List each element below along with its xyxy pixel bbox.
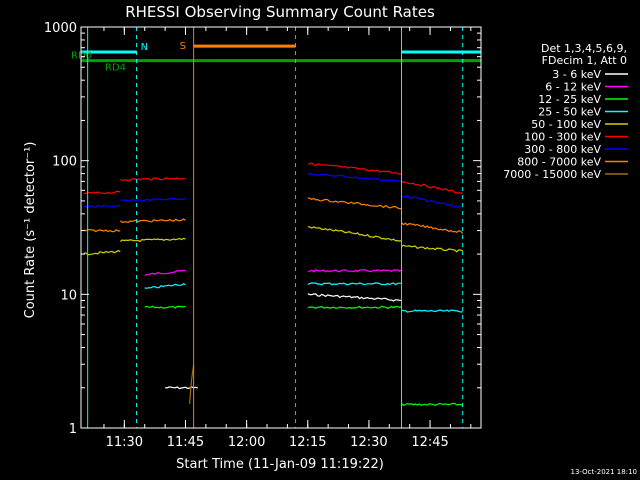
legend-entry: 6 - 12 keV bbox=[545, 81, 601, 94]
chart-title: RHESSI Observing Summary Count Rates bbox=[125, 3, 435, 21]
series-line bbox=[120, 197, 186, 203]
series-6-12-kev bbox=[144, 268, 402, 277]
y-tick-label: 1 bbox=[69, 422, 77, 437]
legend-entry: 50 - 100 keV bbox=[531, 118, 601, 131]
legend-header: Det 1,3,4,5,6,9, bbox=[541, 42, 627, 55]
series-3-6-kev bbox=[165, 293, 402, 390]
series-line bbox=[401, 194, 463, 209]
x-tick-label: 11:30 bbox=[106, 435, 143, 450]
series-line bbox=[307, 226, 402, 242]
series-line bbox=[83, 228, 121, 233]
x-tick-label: 12:15 bbox=[289, 435, 326, 450]
series-line bbox=[83, 190, 121, 195]
series-7000-15000-kev bbox=[189, 364, 195, 404]
x-axis-label: Start Time (11-Jan-09 11:19:22) bbox=[176, 457, 384, 472]
series-line bbox=[189, 364, 195, 404]
legend-entry: 800 - 7000 keV bbox=[517, 156, 601, 169]
legend-entry: 100 - 300 keV bbox=[524, 131, 601, 144]
series-line bbox=[307, 282, 402, 286]
legend-entry: 12 - 25 keV bbox=[538, 93, 601, 106]
series-line bbox=[307, 293, 402, 302]
series-line bbox=[144, 305, 186, 309]
legend-entry: 3 - 6 keV bbox=[552, 68, 601, 81]
legend: Det 1,3,4,5,6,9,FDecim 1, Att 03 - 6 keV… bbox=[503, 42, 628, 181]
series-line bbox=[144, 283, 186, 289]
series-line bbox=[307, 268, 402, 273]
legend-entry: 300 - 800 keV bbox=[524, 143, 601, 156]
series-line bbox=[401, 309, 463, 313]
night-label: N bbox=[141, 42, 148, 53]
series-line bbox=[119, 237, 186, 243]
series-300-800-kev bbox=[83, 172, 463, 209]
series-25-50-kev bbox=[144, 282, 463, 313]
x-axis: 11:30 11:45 12:00 12:15 12:30 12:45 bbox=[103, 27, 472, 450]
rd4-label: RD4 bbox=[105, 63, 126, 74]
legend-entry: 25 - 50 keV bbox=[538, 106, 601, 119]
series-line bbox=[120, 177, 186, 182]
plot-frame bbox=[80, 26, 482, 429]
series-line bbox=[307, 197, 402, 210]
series-line bbox=[83, 249, 121, 256]
series-line bbox=[144, 269, 186, 277]
x-tick-label: 12:00 bbox=[228, 435, 265, 450]
legend-entry: 7000 - 15000 keV bbox=[503, 168, 601, 181]
series-line bbox=[83, 204, 121, 209]
x-tick-label: 12:45 bbox=[411, 435, 448, 450]
series-50-100-kev bbox=[83, 226, 463, 256]
series-line bbox=[401, 222, 464, 234]
y-tick-label: 100 bbox=[52, 155, 77, 170]
series-line bbox=[401, 402, 463, 407]
series-100-300-kev bbox=[83, 162, 463, 195]
saa-label: S bbox=[180, 41, 186, 52]
series-800-7000-kev bbox=[83, 197, 464, 234]
x-tick-label: 11:45 bbox=[167, 435, 204, 450]
timestamp: 13-Oct-2021 18:10 bbox=[571, 468, 637, 476]
y-tick-label: 10 bbox=[60, 288, 77, 303]
y-axis-label: Count Rate (s⁻¹ detector⁻¹) bbox=[23, 142, 38, 319]
x-tick-label: 12:30 bbox=[350, 435, 387, 450]
y-axis: 1 10 100 1000 bbox=[44, 21, 481, 437]
legend-header: FDecim 1, Att 0 bbox=[542, 54, 627, 67]
series-line bbox=[165, 386, 198, 390]
series-line bbox=[307, 162, 402, 175]
y-tick-label: 1000 bbox=[44, 21, 77, 36]
series-line bbox=[401, 180, 463, 194]
series-line bbox=[307, 305, 402, 310]
series-line bbox=[307, 172, 402, 182]
series-line bbox=[401, 244, 463, 253]
series-layer bbox=[83, 162, 464, 407]
series-line bbox=[119, 218, 186, 224]
series-12-25-kev bbox=[144, 305, 463, 407]
